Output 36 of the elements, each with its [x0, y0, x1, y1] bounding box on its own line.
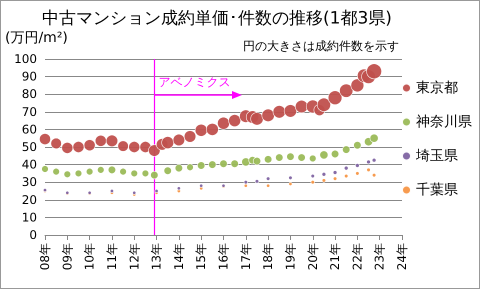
legend-label: 千葉県	[416, 182, 458, 198]
y-tick-label: 10	[22, 210, 37, 224]
y-tick-label: 40	[22, 158, 37, 172]
chart-title: 中古マンション成約単価･件数の推移(1都3県)	[42, 8, 392, 28]
y-axis-title: (万円/m²)	[5, 30, 68, 46]
y-tick-label: 100	[14, 52, 37, 66]
x-tick-label: 11年	[104, 243, 119, 270]
y-tick-label: 20	[22, 192, 37, 207]
legend-label: 東京都	[416, 80, 458, 96]
ref-line-label: アベノミクス	[158, 75, 230, 89]
x-tick-label: 17年	[238, 243, 253, 270]
y-tick-label: 60	[22, 122, 37, 136]
x-tick-label: 18年	[261, 243, 276, 270]
y-tick-label: 80	[22, 87, 37, 102]
x-tick-label: 09年	[60, 243, 74, 270]
x-tick-label: 08年	[38, 243, 52, 270]
x-tick-label: 10年	[82, 243, 97, 270]
x-tick-label: 12年	[127, 243, 142, 270]
y-tick-label: 30	[22, 175, 37, 190]
legend-label: 埼玉県	[415, 148, 458, 164]
text: 円の大きさは成約件数を示す	[243, 39, 399, 53]
y-tick-label: 90	[22, 70, 37, 84]
legend-label: 神奈川県	[416, 114, 472, 130]
x-tick-label: 13年	[150, 243, 164, 270]
x-tick-label: 21年	[328, 243, 342, 270]
x-tick-label: 23年	[372, 243, 387, 270]
y-tick-label: 0	[29, 228, 37, 242]
y-tick-label: 50	[22, 140, 37, 154]
x-tick-label: 19年	[283, 243, 298, 270]
x-tick-label: 16年	[216, 243, 230, 270]
x-tick-label: 14年	[172, 243, 186, 270]
x-tick-label: 15年	[194, 243, 208, 270]
x-tick-label: 20年	[306, 243, 320, 270]
y-tick-label: 70	[22, 104, 37, 119]
x-tick-label: 22年	[350, 243, 364, 270]
x-tick-label: 24年	[395, 243, 409, 270]
